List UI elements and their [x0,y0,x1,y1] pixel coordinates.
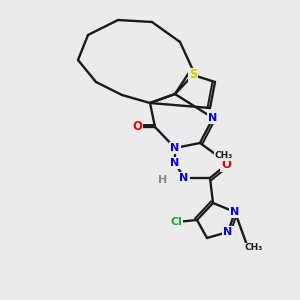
Text: N: N [208,113,217,123]
Text: Cl: Cl [170,217,182,227]
Text: O: O [132,121,142,134]
Text: N: N [170,143,180,153]
Text: N: N [230,207,240,217]
Text: H: H [158,175,168,185]
Text: CH₃: CH₃ [215,152,233,160]
Text: O: O [221,158,231,172]
Text: N: N [224,227,232,237]
Text: N: N [179,173,189,183]
Text: S: S [189,68,197,82]
Text: N: N [170,158,180,168]
Text: CH₃: CH₃ [245,244,263,253]
